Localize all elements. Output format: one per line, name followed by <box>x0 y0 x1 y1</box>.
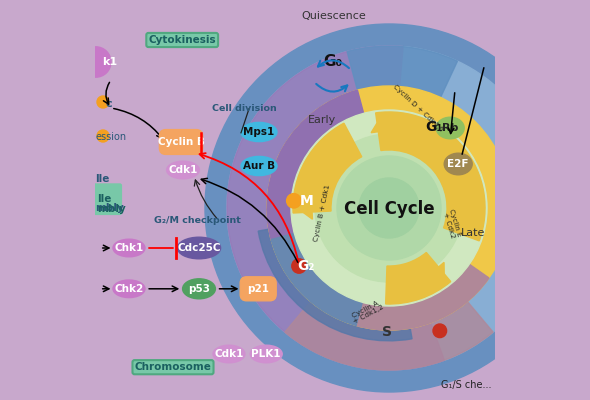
Ellipse shape <box>241 122 277 142</box>
Text: Late: Late <box>461 228 485 238</box>
Text: Chromosome: Chromosome <box>135 362 211 372</box>
Circle shape <box>97 96 109 108</box>
Circle shape <box>287 194 301 208</box>
Text: Mps1: Mps1 <box>243 127 274 137</box>
Circle shape <box>81 47 111 77</box>
Wedge shape <box>293 123 362 213</box>
Ellipse shape <box>241 156 277 176</box>
Text: Cdk1: Cdk1 <box>168 165 198 175</box>
Text: ession: ession <box>95 132 126 142</box>
Text: k1: k1 <box>102 57 117 67</box>
Ellipse shape <box>166 161 199 179</box>
Text: Cyclin B: Cyclin B <box>158 137 205 147</box>
Text: lle: lle <box>95 174 109 184</box>
Circle shape <box>315 134 463 282</box>
Ellipse shape <box>113 239 145 257</box>
Text: G₁/S che...: G₁/S che... <box>441 380 491 390</box>
Text: Quiescence: Quiescence <box>302 11 366 21</box>
FancyBboxPatch shape <box>159 130 202 154</box>
Text: c: c <box>105 99 112 109</box>
Ellipse shape <box>250 345 282 363</box>
Circle shape <box>205 24 573 392</box>
Text: lle: lle <box>97 194 112 204</box>
Ellipse shape <box>113 280 145 298</box>
Text: G₁: G₁ <box>425 120 443 134</box>
Wedge shape <box>258 208 412 341</box>
Text: Chk1: Chk1 <box>114 243 143 253</box>
Text: Cyclin A
+ Cdk1,2: Cyclin A + Cdk1,2 <box>349 298 385 326</box>
Text: G₂: G₂ <box>297 259 315 273</box>
Ellipse shape <box>178 237 221 259</box>
Text: mbly: mbly <box>95 203 124 213</box>
Text: Cyclin B + Cdk1: Cyclin B + Cdk1 <box>313 184 331 242</box>
Text: Cyclin D + Cdk4,6: Cyclin D + Cdk4,6 <box>392 84 444 132</box>
Text: p53: p53 <box>188 284 210 294</box>
Wedge shape <box>267 90 389 240</box>
Text: G₂/M checkpoint: G₂/M checkpoint <box>154 216 241 225</box>
Text: Aur B: Aur B <box>243 161 275 171</box>
Polygon shape <box>371 123 385 133</box>
Polygon shape <box>433 262 444 274</box>
Wedge shape <box>285 208 493 370</box>
Circle shape <box>227 46 551 370</box>
Text: S: S <box>382 325 392 339</box>
Text: M: M <box>300 194 314 208</box>
Wedge shape <box>227 46 444 370</box>
Ellipse shape <box>182 279 215 299</box>
Text: E2F: E2F <box>447 159 469 169</box>
Ellipse shape <box>213 345 245 363</box>
Ellipse shape <box>436 117 464 139</box>
Circle shape <box>97 130 109 142</box>
Text: Cdc25C: Cdc25C <box>177 243 221 253</box>
Circle shape <box>292 259 306 273</box>
Text: Cyclin E
+ Cdk2: Cyclin E + Cdk2 <box>442 208 463 240</box>
Circle shape <box>433 324 447 338</box>
Text: Chk2: Chk2 <box>114 284 143 294</box>
Text: Cell division: Cell division <box>212 104 277 113</box>
Text: Cytokinesis: Cytokinesis <box>149 35 216 45</box>
FancyBboxPatch shape <box>240 277 276 301</box>
Wedge shape <box>386 252 451 304</box>
Circle shape <box>337 156 441 260</box>
Ellipse shape <box>444 153 472 175</box>
Text: PLK1: PLK1 <box>251 349 281 359</box>
Circle shape <box>359 178 419 238</box>
Circle shape <box>291 110 487 306</box>
Text: Early: Early <box>308 115 336 125</box>
Wedge shape <box>376 112 485 241</box>
Text: Rb: Rb <box>442 123 458 133</box>
Wedge shape <box>271 208 389 326</box>
Text: p21: p21 <box>247 284 269 294</box>
Polygon shape <box>303 205 313 219</box>
Text: Cell Cycle: Cell Cycle <box>344 200 434 218</box>
Wedge shape <box>358 208 489 330</box>
Text: Cdk1: Cdk1 <box>214 349 244 359</box>
Text: G₀: G₀ <box>323 54 343 70</box>
Wedge shape <box>347 46 457 208</box>
Circle shape <box>267 86 511 330</box>
Text: mbly: mbly <box>97 204 126 214</box>
FancyBboxPatch shape <box>93 184 122 214</box>
